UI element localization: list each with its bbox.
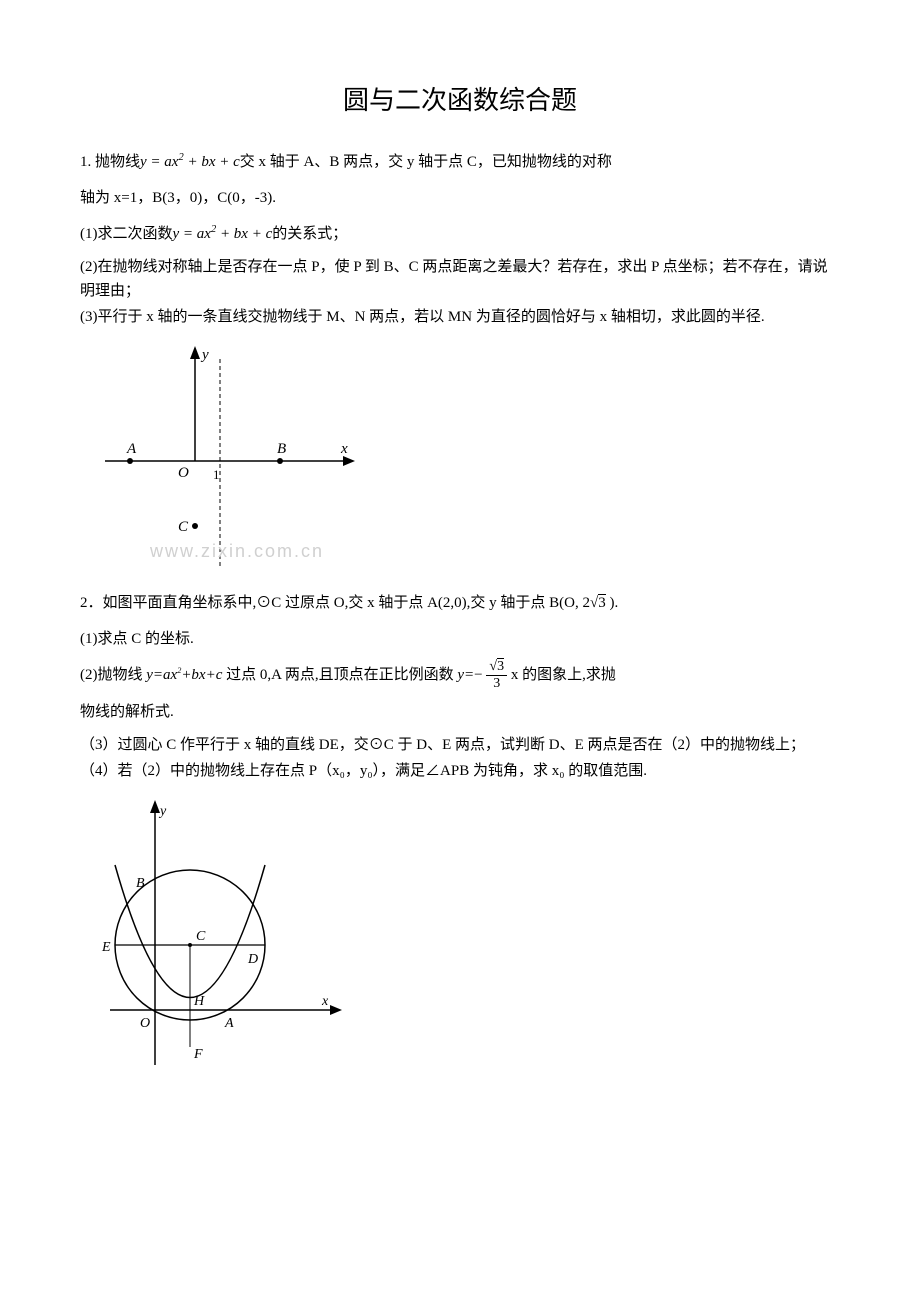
fig2-label-x: x — [321, 994, 329, 1009]
p1-tail: 交 x 轴于 A、B 两点，交 y 轴于点 C，已知抛物线的对称 — [240, 154, 612, 170]
figure-1-container: A B C O 1 x y www.zixin.com.cn — [100, 341, 840, 576]
fig1-label-C: C — [178, 519, 189, 535]
problem-1-q1: (1)求二次函数y = ax2 + bx + c的关系式； — [80, 219, 840, 249]
figure-2-container: y B E C D H O A F x — [100, 795, 840, 1080]
problem-1-q2: (2)在抛物线对称轴上是否存在一点 P，使 P 到 B、C 两点距离之差最大？若… — [80, 255, 840, 303]
fig2-label-B: B — [136, 876, 145, 891]
formula-y-eq: y = ax2 + bx + c — [140, 154, 240, 170]
watermark-text: www.zixin.com.cn — [150, 541, 324, 562]
problem-1-line-1: 1. 抛物线y = ax2 + bx + c交 x 轴于 A、B 两点，交 y … — [80, 147, 840, 177]
problem-2-q2: (2)抛物线 y=ax2+bx+c 过点 0,A 两点,且顶点在正比例函数 y=… — [80, 660, 840, 691]
problem-1-q3: (3)平行于 x 轴的一条直线交抛物线于 M、N 两点，若以 MN 为直径的圆恰… — [80, 305, 840, 329]
problem-2-q2-line2: 物线的解析式. — [80, 697, 840, 727]
page-title: 圆与二次函数综合题 — [80, 80, 840, 117]
p2-q2-tail: x 的图象上,求抛 — [507, 667, 616, 683]
p2-l1-prefix: 2．如图平面直角坐标系中,⊙C 过原点 O,交 x 轴于点 A(2,0),交 y… — [80, 595, 590, 611]
p1-q1-tail: 的关系式； — [272, 226, 347, 242]
fig1-label-B: B — [277, 441, 286, 457]
fig2-label-y: y — [158, 804, 167, 819]
figure-1: A B C O 1 x y — [100, 341, 360, 571]
fig1-label-O: O — [178, 465, 189, 481]
figure-2: y B E C D H O A F x — [100, 795, 350, 1075]
fig1-label-y: y — [200, 347, 209, 363]
fraction-sqrt3-over-3: √33 — [486, 660, 507, 691]
p2-l1-tail: ). — [606, 595, 619, 611]
fig2-label-H: H — [193, 994, 205, 1009]
problem-2-q4: （4）若（2）中的抛物线上存在点 P（x₀，y₀），满足∠APB 为钝角，求 x… — [80, 759, 840, 783]
fig1-label-A: A — [126, 441, 137, 457]
fig2-label-F: F — [193, 1047, 203, 1062]
fig2-label-D: D — [247, 952, 258, 967]
fig1-label-x: x — [340, 441, 348, 457]
p1-prefix: 1. 抛物线 — [80, 154, 140, 170]
p2-q2-prefix: (2)抛物线 — [80, 667, 146, 683]
formula-parabola: y=ax2+bx+c — [146, 667, 222, 683]
p2-q2-mid: 过点 0,A 两点,且顶点在正比例函数 — [222, 667, 457, 683]
fig2-label-A: A — [224, 1016, 234, 1031]
fig2-label-C: C — [196, 929, 206, 944]
minus: − — [474, 667, 486, 683]
sqrt3-1: √3 — [590, 594, 606, 611]
problem-2-q3: （3）过圆心 C 作平行于 x 轴的直线 DE，交⊙C 于 D、E 两点，试判断… — [80, 733, 840, 757]
fig2-label-O: O — [140, 1016, 150, 1031]
problem-2-line-1: 2．如图平面直角坐标系中,⊙C 过原点 O,交 x 轴于点 A(2,0),交 y… — [80, 588, 840, 618]
problem-2-q1: (1)求点 C 的坐标. — [80, 624, 840, 654]
problem-1-line-2: 轴为 x=1，B(3，0)，C(0，-3). — [80, 183, 840, 213]
formula-y-eq-2: y = ax2 + bx + c — [173, 226, 273, 242]
formula-yeq: y= — [457, 667, 474, 683]
fig2-label-E: E — [101, 940, 111, 955]
fig1-label-1: 1 — [213, 467, 220, 482]
p1-q1-prefix: (1)求二次函数 — [80, 226, 173, 242]
